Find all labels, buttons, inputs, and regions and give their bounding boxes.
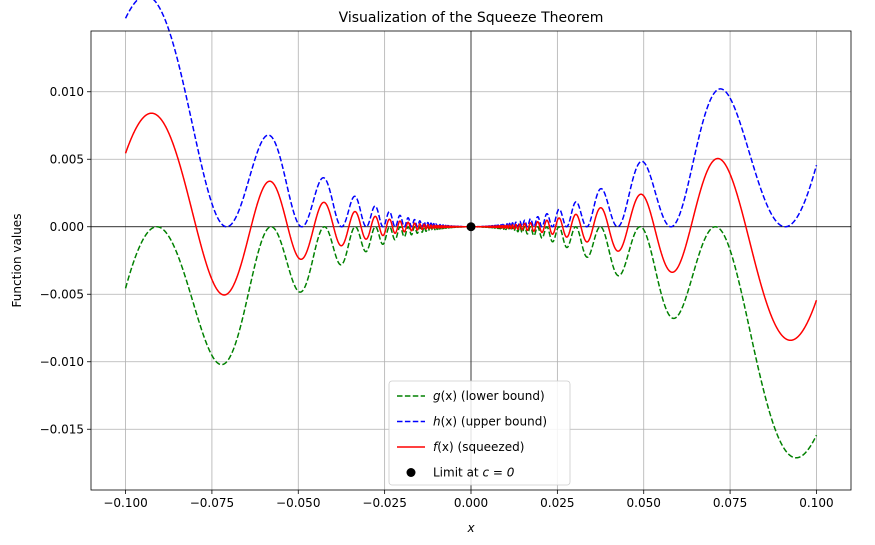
x-axis-ticks: −0.100 −0.075 −0.050 −0.025 0.000 0.025 0.050 0… xyxy=(103,490,834,510)
y-tick-label: −0.015 xyxy=(40,422,84,436)
limit-point-layer xyxy=(466,222,476,232)
x-axis-label: x xyxy=(466,521,475,535)
limit-point xyxy=(466,222,476,232)
y-axis-label: Function values xyxy=(10,214,24,308)
legend: g(x) (lower bound) h(x) (upper bound) f(x)… xyxy=(388,380,571,486)
x-tick-label: −0.050 xyxy=(276,496,320,510)
x-tick-label: −0.100 xyxy=(103,496,147,510)
legend-label-f: f(x) (squeezed) xyxy=(433,440,524,454)
legend-label-point: Limit at c = 0 xyxy=(433,466,515,480)
y-tick-label: 0.005 xyxy=(50,152,84,166)
legend-label-h: h(x) (upper bound) xyxy=(433,415,547,429)
x-tick-label: 0.100 xyxy=(799,496,833,510)
legend-swatch-point xyxy=(406,468,416,477)
y-tick-label: 0.010 xyxy=(50,85,84,99)
x-tick-label: 0.050 xyxy=(627,496,661,510)
legend-label-g: g(x) (lower bound) xyxy=(433,389,545,403)
chart-title: Visualization of the Squeeze Theorem xyxy=(339,10,604,26)
legend-box xyxy=(388,380,571,486)
y-tick-label: −0.005 xyxy=(40,287,84,301)
x-tick-label: −0.025 xyxy=(362,496,406,510)
x-tick-label: 0.000 xyxy=(454,496,488,510)
y-tick-label: 0.000 xyxy=(50,220,84,234)
y-axis-ticks: −0.015 −0.010 −0.005 0.000 0.005 0.010 xyxy=(40,85,91,436)
x-tick-label: 0.075 xyxy=(713,496,747,510)
x-tick-label: −0.075 xyxy=(190,496,234,510)
x-tick-label: 0.025 xyxy=(540,496,574,510)
y-tick-label: −0.010 xyxy=(40,355,84,369)
